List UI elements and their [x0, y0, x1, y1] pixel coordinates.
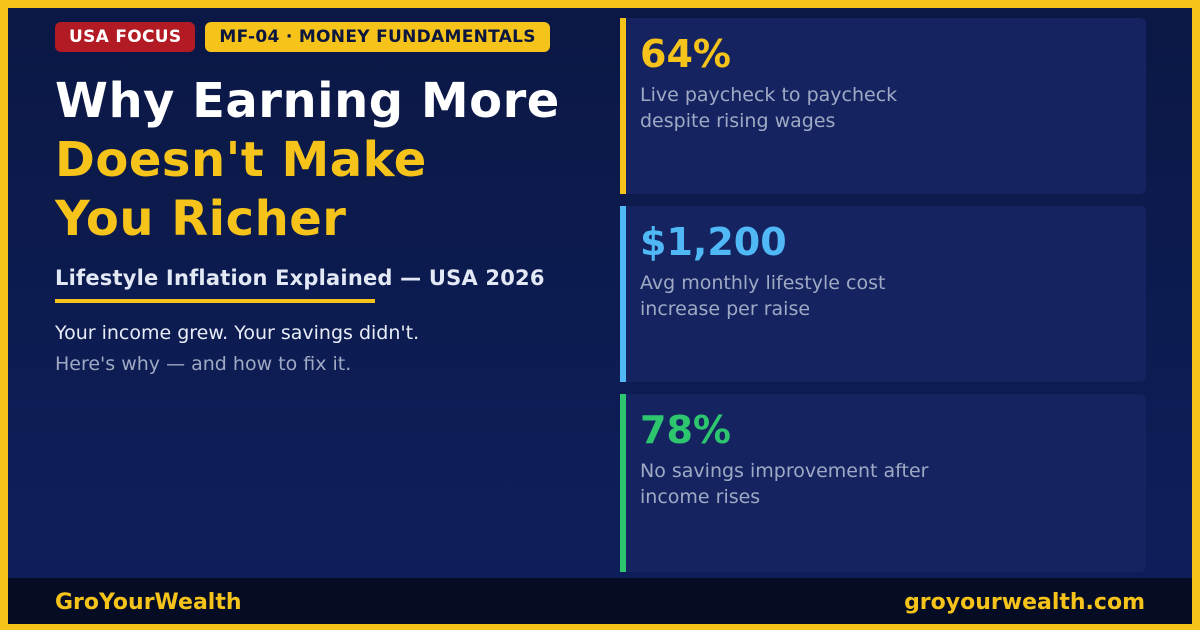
title-line-2: Doesn't Make — [55, 132, 427, 188]
title-line-1: Why Earning More — [55, 73, 560, 129]
stat-description: Avg monthly lifestyle cost increase per … — [640, 272, 886, 320]
stat-description: No savings improvement after income rise… — [640, 460, 929, 508]
stat-value: 78% — [640, 408, 731, 452]
subtitle-underline — [55, 299, 375, 303]
stat-description: Live paycheck to paycheck despite rising… — [640, 84, 898, 132]
stat-card-savings: 78% No savings improvement after income … — [620, 394, 1146, 572]
stat-value: 64% — [640, 32, 731, 76]
stat-accent-bar — [620, 18, 626, 194]
intro-text: Your income grew. Your savings didn't. H… — [55, 318, 419, 380]
intro-line-2: Here's why — and how to fix it. — [55, 353, 352, 375]
subtitle: Lifestyle Inflation Explained — USA 2026 — [55, 266, 545, 290]
brand-name: GroYourWealth — [55, 590, 242, 615]
stat-card-lifestyle-cost: $1,200 Avg monthly lifestyle cost increa… — [620, 206, 1146, 382]
stat-card-paycheck: 64% Live paycheck to paycheck despite ri… — [620, 18, 1146, 194]
tag-row: USA FOCUS MF-04 · MONEY FUNDAMENTALS — [55, 22, 550, 52]
website-url[interactable]: groyourwealth.com — [904, 590, 1145, 615]
region-tag: USA FOCUS — [55, 22, 196, 52]
series-tag: MF-04 · MONEY FUNDAMENTALS — [205, 22, 550, 52]
footer: GroYourWealth groyourwealth.com — [8, 578, 1192, 630]
stat-value: $1,200 — [640, 220, 787, 264]
intro-line-1: Your income grew. Your savings didn't. — [55, 322, 420, 344]
title-line-3: You Richer — [55, 191, 347, 247]
page-title: Why Earning More Doesn't Make You Richer — [55, 72, 560, 249]
stat-accent-bar — [620, 394, 626, 572]
stat-accent-bar — [620, 206, 626, 382]
